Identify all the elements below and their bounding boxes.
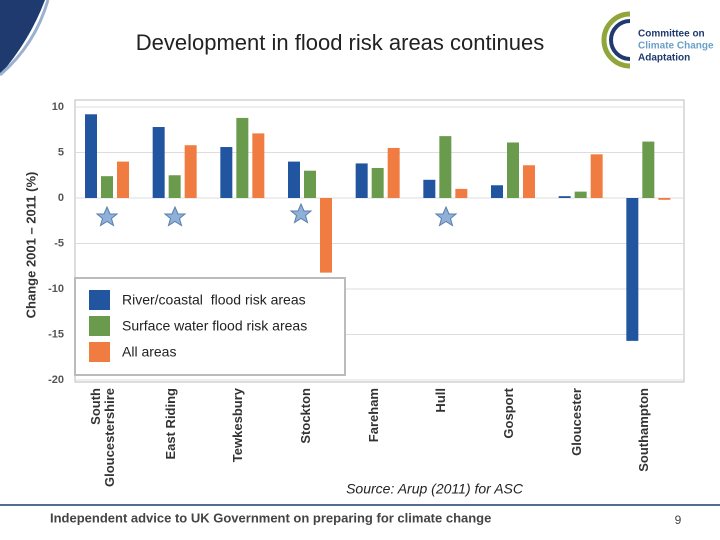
bar xyxy=(558,196,571,198)
y-tick-label: -15 xyxy=(48,328,64,340)
y-tick-label: 5 xyxy=(58,146,64,158)
x-tick-label: South Gloucestershire xyxy=(87,388,117,487)
bar xyxy=(507,142,519,198)
bar xyxy=(220,147,233,198)
bar xyxy=(642,141,655,198)
x-tick-label: Southampton xyxy=(636,388,652,472)
legend-swatch xyxy=(89,316,110,336)
y-tick-label: -10 xyxy=(48,283,64,295)
x-tick-label: Fareham xyxy=(365,388,381,443)
x-tick-label: Gloucester xyxy=(568,388,584,456)
x-tick-label: East Riding xyxy=(162,388,178,460)
legend-swatch xyxy=(89,290,110,310)
bar xyxy=(387,147,400,198)
y-tick-label: 10 xyxy=(52,101,64,113)
bar xyxy=(491,185,503,198)
corner-decoration xyxy=(0,0,45,75)
logo-text: Climate Change xyxy=(638,41,714,52)
y-axis-title: Change 2001 – 2011 (%) xyxy=(23,172,38,319)
bar xyxy=(117,161,129,198)
legend-label: All areas xyxy=(122,344,176,360)
legend-box xyxy=(74,277,346,376)
x-tick-label: Stockton xyxy=(297,388,313,444)
bar xyxy=(152,127,165,198)
bar xyxy=(101,176,113,198)
source: Source: Arup (2011) for ASC xyxy=(346,481,524,497)
bar xyxy=(168,175,181,198)
y-tick-label: -5 xyxy=(54,237,64,249)
bar xyxy=(439,136,452,198)
logo-text: Committee on xyxy=(638,29,705,40)
bar xyxy=(304,170,316,198)
bar xyxy=(236,117,249,198)
bar xyxy=(85,114,97,198)
legend-swatch xyxy=(89,342,110,362)
bar xyxy=(423,179,436,198)
bar xyxy=(590,154,603,198)
bar xyxy=(658,198,671,200)
logo-text: Adaptation xyxy=(638,53,690,64)
bar xyxy=(288,161,300,198)
slide-title: Development in flood risk areas continue… xyxy=(136,30,544,55)
plot-frame xyxy=(74,99,685,383)
bar xyxy=(252,133,265,198)
bar xyxy=(371,167,384,198)
bar xyxy=(523,165,535,198)
page-number: 9 xyxy=(675,513,682,527)
x-tick-label: Tewkesbury xyxy=(230,388,246,463)
bar xyxy=(574,191,587,198)
logo-icon xyxy=(601,10,660,70)
legend-label: River/coastal flood risk areas xyxy=(122,292,306,308)
y-tick-label: 0 xyxy=(58,192,64,204)
x-tick-label: Gosport xyxy=(500,388,516,439)
y-tick-label: -20 xyxy=(48,374,64,386)
bar xyxy=(320,198,332,273)
bar xyxy=(355,163,368,198)
bar xyxy=(455,188,468,198)
stars xyxy=(95,202,458,227)
footer-text: Independent advice to UK Government on p… xyxy=(50,510,491,525)
corner-decoration xyxy=(0,0,50,77)
bar xyxy=(626,198,639,341)
legend-label: Surface water flood risk areas xyxy=(122,318,307,334)
x-tick-label: Hull xyxy=(433,388,449,413)
bar xyxy=(184,145,197,198)
